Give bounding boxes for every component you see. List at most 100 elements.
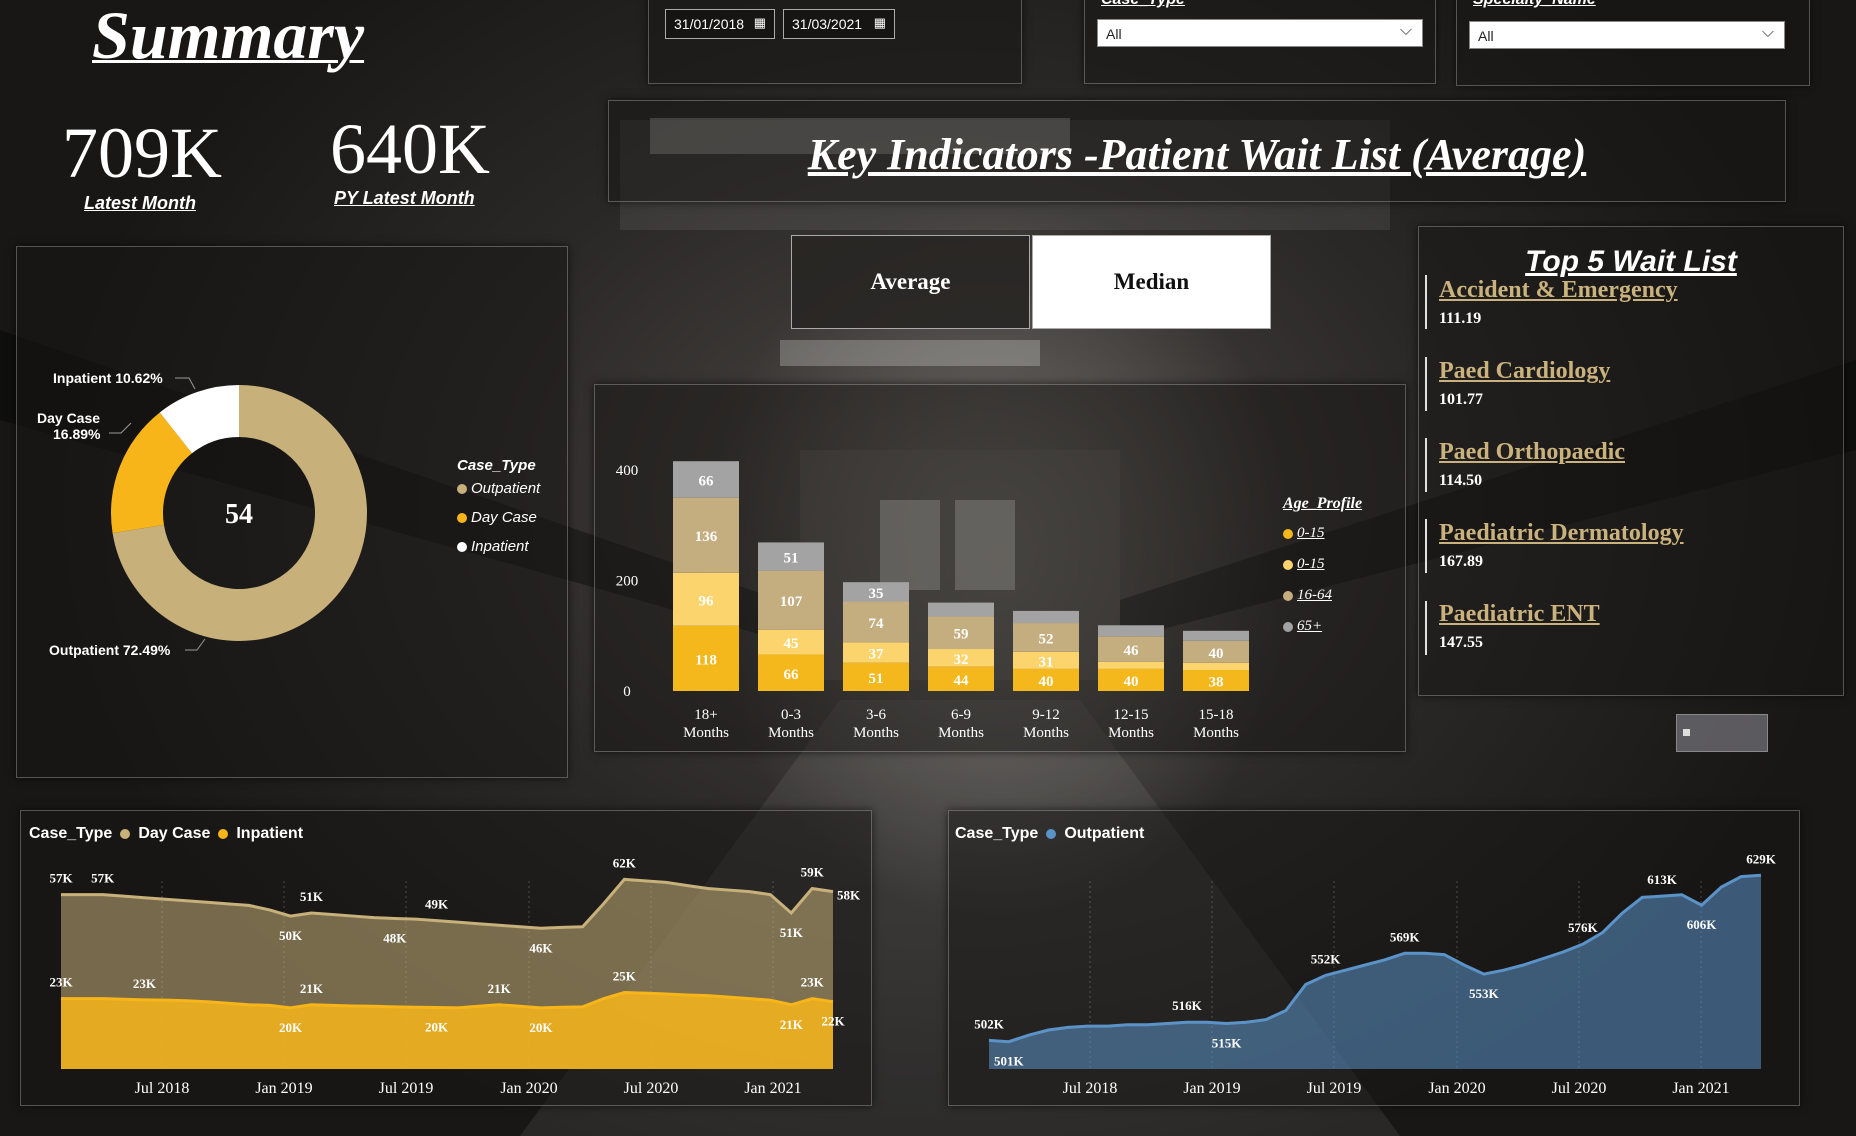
top5-item-name[interactable]: Paediatric Dermatology	[1439, 520, 1684, 546]
bar-segment	[928, 649, 994, 667]
bar-x-tick-label: 0-3	[781, 707, 801, 723]
top5-title: Top 5 Wait List	[1525, 245, 1737, 278]
area-data-label: 46K	[529, 940, 553, 955]
bar-segment	[1183, 670, 1249, 691]
legend-label-day-case[interactable]: Day Case	[138, 825, 211, 842]
area-data-label: 57K	[91, 871, 115, 886]
legend-dot	[1283, 621, 1293, 632]
key-indicators-panel: Key Indicators -Patient Wait List (Avera…	[608, 100, 1786, 202]
legend-label: Inpatient	[471, 538, 529, 555]
top5-divider	[1425, 357, 1427, 411]
case-type-dropdown[interactable]: All ⌵	[1097, 19, 1423, 47]
area-data-label: 20K	[529, 1020, 553, 1035]
bar-segment	[1183, 640, 1249, 663]
top5-item-name[interactable]: Paed Orthopaedic	[1439, 439, 1625, 465]
area-data-label: 516K	[1172, 998, 1203, 1013]
area-data-label: 553K	[1469, 986, 1500, 1001]
specialty-dropdown[interactable]: All ⌵	[1469, 21, 1785, 49]
bar-segment	[1098, 668, 1164, 691]
area-data-label: 576K	[1568, 920, 1599, 935]
age-profile-bar-panel: 0 200 400 118 96 136 66 18+ Months 66 45 107 51 0-3 Mo…	[594, 384, 1406, 752]
area-data-label: 569K	[1390, 929, 1421, 944]
top5-item[interactable]: Paediatric ENT 147.55	[1439, 601, 1600, 652]
top5-item-name[interactable]: Paediatric ENT	[1439, 601, 1600, 627]
outpatient-area-panel: Case_Type Outpatient Jul 2018 Jan 2019 Jul…	[948, 810, 1800, 1106]
key-indicators-title: Key Indicators -Patient Wait List (Avera…	[807, 130, 1587, 179]
top5-item[interactable]: Paed Orthopaedic 114.50	[1439, 439, 1625, 490]
kpi-latest-month-value: 709K	[62, 113, 222, 193]
area-data-label: 50K	[279, 928, 303, 943]
area-data-label: 51K	[780, 925, 804, 940]
area-data-label: 49K	[425, 897, 449, 912]
bar-y-tick-label: 0	[623, 684, 631, 700]
chevron-down-icon[interactable]: ⌵	[1399, 22, 1412, 39]
bar-segment	[1013, 668, 1079, 691]
top5-item-name[interactable]: Accident & Emergency	[1439, 277, 1678, 303]
legend-item-age-65-plus[interactable]: 65+	[1283, 618, 1362, 635]
date-end-value: 31/03/2021	[792, 16, 863, 32]
area-x-tick-label: Jan 2020	[1428, 1080, 1485, 1097]
top5-item[interactable]: Accident & Emergency 111.19	[1439, 277, 1678, 328]
area-x-tick-label: Jul 2018	[1063, 1080, 1118, 1097]
calendar-icon[interactable]: ▦	[753, 15, 766, 30]
area-data-label: 22K	[821, 1014, 845, 1029]
area-data-label: 62K	[613, 855, 637, 870]
bar-data-label: 32	[954, 652, 969, 668]
median-toggle-button[interactable]: Median	[1032, 235, 1271, 329]
bar-segment	[758, 570, 824, 630]
bar-segment	[1098, 625, 1164, 637]
bar-segment	[758, 629, 824, 655]
legend-item-inpatient[interactable]: Inpatient	[457, 538, 540, 555]
top5-item-name[interactable]: Paed Cardiology	[1439, 358, 1611, 384]
bar-data-label: 107	[780, 594, 803, 610]
legend-label-inpatient[interactable]: Inpatient	[236, 825, 304, 842]
legend-dot	[1283, 590, 1293, 601]
calendar-icon[interactable]: ▦	[873, 15, 886, 30]
bar-data-label: 40	[1039, 674, 1054, 690]
bar-data-label: 74	[869, 616, 885, 632]
top5-item[interactable]: Paed Cardiology 101.77	[1439, 358, 1610, 409]
legend-item-age-16-64[interactable]: 16-64	[1283, 587, 1362, 604]
bar-data-label: 37	[869, 647, 885, 663]
donut-legend-title: Case_Type	[457, 457, 536, 474]
legend-label-outpatient[interactable]: Outpatient	[1064, 825, 1145, 842]
bar-segment	[928, 602, 994, 617]
area-line-inpatient	[61, 991, 834, 1010]
bar-segment	[1013, 651, 1079, 669]
chevron-down-icon[interactable]: ⌵	[1761, 24, 1774, 41]
legend-item-outpatient[interactable]: Outpatient	[457, 480, 540, 497]
donut-slice-outpatient	[112, 385, 367, 641]
bar-segment	[673, 497, 739, 573]
donut-leader-line	[175, 377, 196, 390]
kpi-py-latest-month-label: PY Latest Month	[334, 188, 475, 208]
date-start-input[interactable]: 31/01/2018 ▦	[665, 9, 775, 39]
area-data-label: 502K	[974, 1016, 1005, 1031]
outpatient-area-chart: Jul 2018 Jan 2019 Jul 2019 Jan 2020 Jul 2020…	[974, 851, 1777, 1097]
bar-data-label: 46	[1124, 643, 1140, 659]
legend-dot	[457, 512, 467, 523]
bar-segment	[843, 601, 909, 643]
top5-item-value: 147.55	[1439, 634, 1483, 651]
area1-legend: Case_Type Day Case Inpatient	[29, 825, 303, 843]
average-toggle-button[interactable]: Average	[791, 235, 1030, 329]
legend-item-age-0-15[interactable]: 0-15	[1283, 525, 1362, 542]
bar-segment	[1183, 630, 1249, 641]
bar-x-tick-label: 3-6	[866, 707, 886, 723]
bar-x-tick-label: Months	[683, 725, 729, 741]
legend-item-age-0-15-b[interactable]: 0-15	[1283, 556, 1362, 573]
bar-segment	[928, 616, 994, 650]
kpi-py-latest-month-value: 640K	[330, 109, 490, 189]
area-x-tick-label: Jan 2021	[1672, 1080, 1729, 1097]
area-data-label: 51K	[300, 889, 324, 904]
top5-item-value: 167.89	[1439, 553, 1483, 570]
date-end-input[interactable]: 31/03/2021 ▦	[783, 9, 895, 39]
page-navigator-button[interactable]	[1676, 714, 1768, 752]
top5-item[interactable]: Paediatric Dermatology 167.89	[1439, 520, 1684, 571]
legend-dot	[1283, 528, 1293, 539]
legend-item-day-case[interactable]: Day Case	[457, 509, 540, 526]
bar-data-label: 136	[695, 529, 718, 545]
legend-dot	[1046, 829, 1057, 839]
bar-segment	[843, 582, 909, 602]
bar-segment	[758, 654, 824, 691]
square-icon	[1683, 729, 1690, 736]
